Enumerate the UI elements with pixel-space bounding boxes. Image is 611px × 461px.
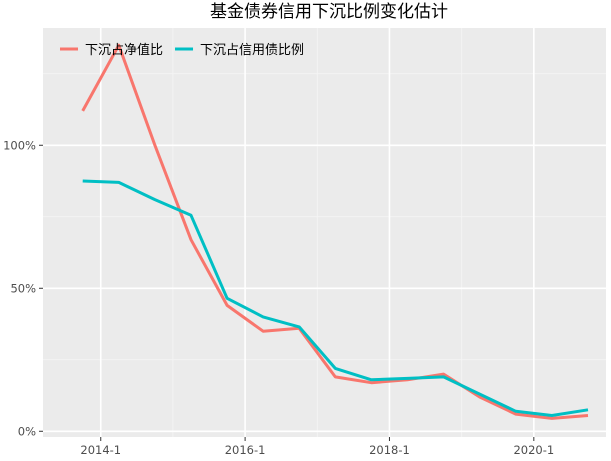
legend: 下沉占净值比 下沉占信用债比例 — [60, 42, 304, 58]
series-line-1 — [81, 43, 589, 420]
axes: 0% 50% 100% 2014-1 2016-1 2018-1 2020-1 — [3, 138, 554, 457]
y-tick-label: 0% — [18, 424, 36, 438]
plot-panel — [43, 28, 606, 437]
chart-title: 基金债券信用下沉比例变化估计 — [210, 2, 448, 22]
legend-label-1: 下沉占净值比 — [85, 42, 163, 58]
y-tick-label: 50% — [10, 281, 36, 295]
x-tick-label: 2014-1 — [80, 443, 121, 457]
grid — [43, 28, 606, 437]
legend-label-2: 下沉占信用债比例 — [200, 43, 304, 58]
series-line-2 — [82, 179, 589, 417]
x-tick-label: 2020-1 — [513, 443, 554, 457]
x-tick-label: 2018-1 — [369, 443, 410, 457]
y-tick-label: 100% — [3, 138, 36, 152]
series-lines — [81, 43, 589, 420]
x-tick-label: 2016-1 — [225, 443, 266, 457]
